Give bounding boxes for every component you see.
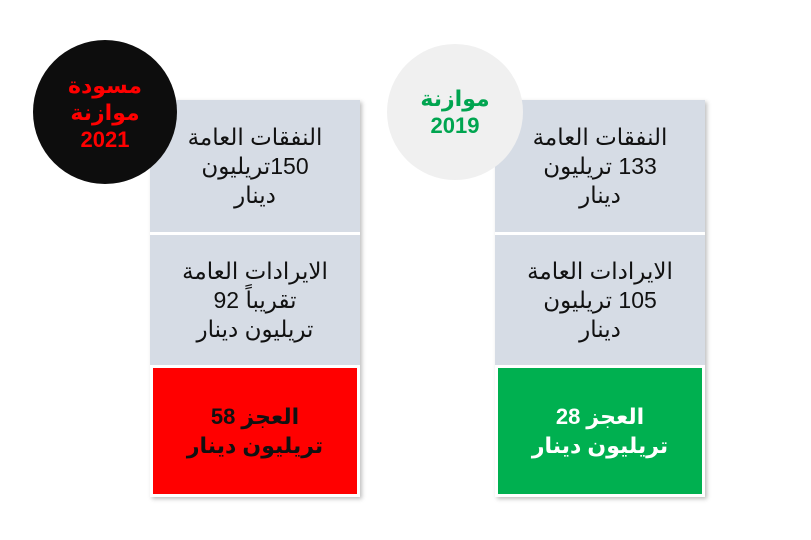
budget-column: النفقات العامة 133 تريليون دينار الايرادات … <box>495 100 705 497</box>
cell-text: النفقات العامة <box>532 123 668 150</box>
cell-text: دينار <box>234 181 276 208</box>
cell-text: العجز 28 <box>555 404 645 429</box>
year-badge: مسودة موازنة 2021 <box>33 40 177 184</box>
cell-text: العجز 58 <box>210 404 300 429</box>
badge-text: 2021 <box>80 126 130 152</box>
cell-text: تريليون دينار <box>196 315 314 342</box>
badge-text: مسودة <box>67 72 143 98</box>
cell-text: الايرادات العامة <box>182 257 328 284</box>
budget-cell: النفقات العامة 133 تريليون دينار <box>495 100 705 232</box>
cell-text: دينار <box>579 181 621 208</box>
budget-cell: النفقات العامة 150تريليون دينار <box>150 100 360 232</box>
cell-text: 133 تريليون <box>543 152 657 179</box>
budget-cell: الايرادات العامة 105 تريليون دينار <box>495 235 705 365</box>
year-badge: موازنة 2019 <box>387 44 523 180</box>
cell-text: النفقات العامة <box>187 123 323 150</box>
cell-text: دينار <box>579 315 621 342</box>
deficit-cell: العجز 28 تريليون دينار <box>498 368 702 494</box>
cell-text: تقريباً 92 <box>213 286 297 313</box>
budget-column: النفقات العامة 150تريليون دينار الايرادات ا… <box>150 100 360 497</box>
badge-text: موازنة <box>420 86 490 111</box>
badge-text: موازنة <box>70 99 140 125</box>
badge-text: 2019 <box>430 113 480 138</box>
cell-text: 150تريليون <box>201 152 309 179</box>
cell-text: الايرادات العامة <box>527 257 673 284</box>
cell-text: تريليون دينار <box>531 433 669 458</box>
budget-cell: الايرادات العامة تقريباً 92 تريليون دينار <box>150 235 360 365</box>
cell-text: تريليون دينار <box>186 433 324 458</box>
cell-text: 105 تريليون <box>543 286 657 313</box>
deficit-cell: العجز 58 تريليون دينار <box>153 368 357 494</box>
